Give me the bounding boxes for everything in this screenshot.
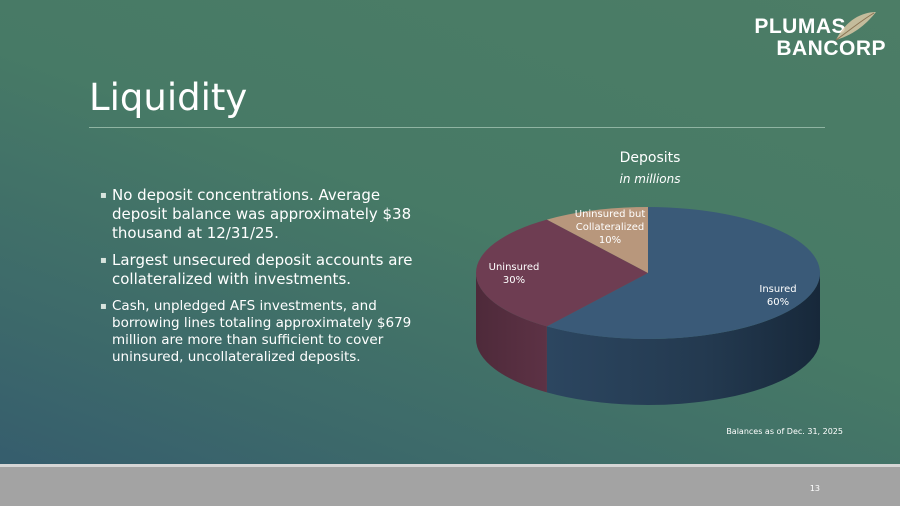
bullet-list: No deposit concentrations. Average depos… bbox=[100, 186, 430, 366]
pie-slice-label: 60% bbox=[767, 297, 789, 308]
pie-slice-label: Insured bbox=[759, 284, 796, 295]
page-title: Liquidity bbox=[89, 76, 248, 119]
chart-footnote: Balances as of Dec. 31, 2025 bbox=[726, 427, 843, 436]
pie-slice-label: 30% bbox=[503, 275, 525, 286]
pie-slice-side bbox=[475, 273, 547, 393]
pie-slice-label: Collateralized bbox=[576, 222, 644, 233]
pie-slice-label: 10% bbox=[599, 235, 621, 246]
page-number: 13 bbox=[809, 484, 820, 493]
title-divider bbox=[89, 127, 825, 128]
bullet-item: Cash, unpledged AFS investments, and bor… bbox=[100, 298, 430, 366]
pie-slice bbox=[476, 219, 648, 327]
pie-slice-label: Uninsured but bbox=[575, 209, 646, 220]
pie-slice-label: Uninsured bbox=[489, 262, 540, 273]
bullet-item: Largest unsecured deposit accounts are c… bbox=[100, 251, 430, 289]
pie-slice bbox=[546, 207, 648, 273]
pie-slice-side bbox=[546, 273, 820, 406]
leaf-icon bbox=[835, 12, 876, 41]
footer-band: 13 bbox=[0, 464, 900, 506]
chart-title: Deposits bbox=[619, 150, 681, 166]
pie-slice bbox=[546, 207, 820, 339]
company-logo: PLUMAS BANCORP bbox=[714, 10, 886, 62]
logo-line1: PLUMAS bbox=[754, 15, 846, 38]
bullet-item: No deposit concentrations. Average depos… bbox=[100, 186, 430, 243]
logo-line2: BANCORP bbox=[776, 37, 886, 60]
chart-subtitle: in millions bbox=[619, 172, 681, 186]
